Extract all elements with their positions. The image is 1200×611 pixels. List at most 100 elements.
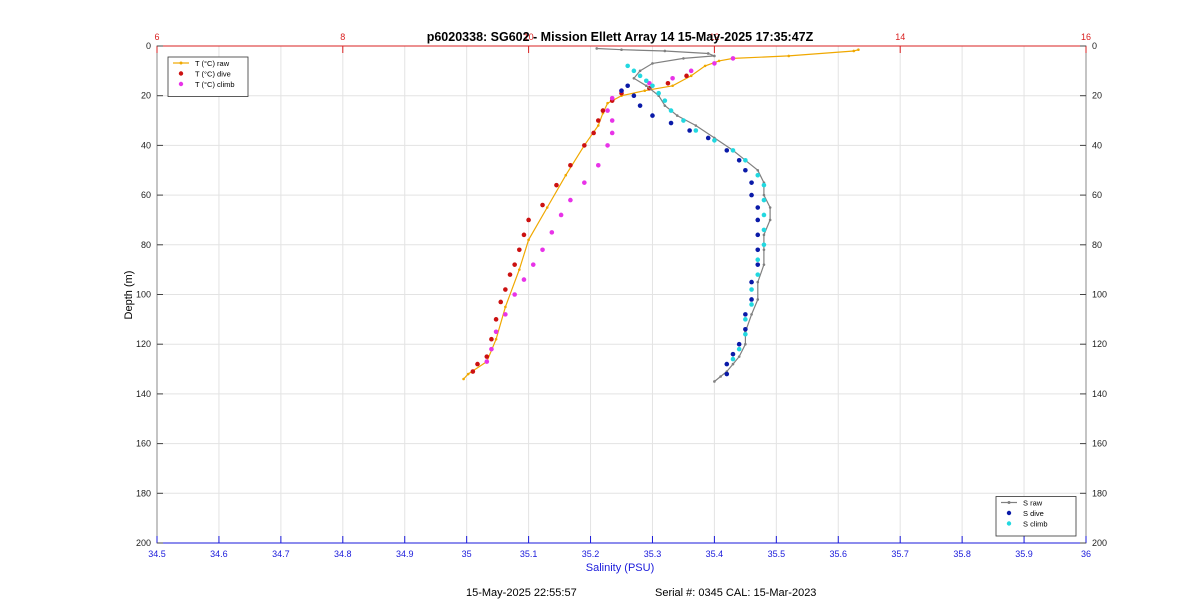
- data-point: [749, 297, 754, 302]
- data-point: [713, 380, 716, 383]
- data-point: [638, 69, 642, 73]
- data-point: [582, 180, 587, 185]
- footer-timestamp: 15-May-2025 22:55:57: [466, 587, 577, 599]
- data-point: [743, 167, 748, 173]
- data-point: [737, 355, 741, 358]
- data-point: [693, 128, 699, 133]
- data-point: [503, 287, 508, 292]
- y-right-tick-label: 0: [1092, 41, 1097, 51]
- data-point: [731, 362, 735, 366]
- data-point: [736, 158, 742, 163]
- data-point: [730, 351, 736, 357]
- data-point: [620, 48, 623, 52]
- data-point: [694, 124, 698, 127]
- data-point: [650, 113, 655, 118]
- data-point: [549, 230, 555, 235]
- data-point: [632, 77, 636, 80]
- data-point: [517, 247, 522, 253]
- data-point: [558, 212, 564, 218]
- data-point: [605, 108, 610, 113]
- data-point: [743, 326, 748, 332]
- data-point: [756, 298, 760, 301]
- data-point: [504, 305, 507, 309]
- x-bottom-tick-label: 35.1: [520, 549, 538, 559]
- data-point: [644, 84, 648, 88]
- data-point: [527, 238, 530, 242]
- data-point: [730, 56, 736, 61]
- data-point: [540, 247, 545, 253]
- y-right-tick-label: 100: [1092, 290, 1107, 300]
- data-point: [736, 341, 742, 347]
- data-point: [768, 218, 772, 222]
- data-point: [749, 192, 754, 198]
- x-axis-label: Salinity (PSU): [586, 562, 654, 574]
- data-point: [643, 89, 647, 93]
- x-top-tick-label: 16: [1081, 32, 1091, 42]
- data-point: [762, 193, 766, 197]
- y-left-tick-label: 100: [136, 290, 151, 300]
- data-point: [484, 359, 490, 364]
- y-left-tick-label: 160: [136, 439, 151, 449]
- data-point: [631, 68, 637, 74]
- series-t-c-raw: [462, 48, 860, 381]
- data-point: [489, 336, 494, 342]
- legend-entry-label: T (°C) raw: [195, 59, 230, 68]
- data-point: [755, 272, 761, 277]
- data-point: [852, 49, 856, 53]
- data-point: [540, 202, 545, 208]
- x-top-tick-label: 14: [895, 32, 905, 42]
- data-point: [507, 272, 513, 277]
- data-point: [530, 262, 536, 267]
- data-point: [724, 148, 730, 153]
- data-point: [749, 302, 754, 307]
- data-point: [755, 205, 761, 210]
- y-right-tick-label: 160: [1092, 439, 1107, 449]
- data-point: [637, 103, 643, 108]
- data-point: [755, 217, 761, 223]
- x-bottom-tick-label: 36: [1081, 549, 1091, 559]
- y-left-tick-label: 80: [141, 240, 151, 250]
- footer-serial: Serial #: 0345 CAL: 15-Mar-2023: [655, 587, 817, 599]
- data-point: [730, 148, 736, 153]
- x-bottom-tick-label: 35.3: [644, 549, 662, 559]
- data-point: [545, 206, 549, 209]
- data-point: [762, 248, 766, 252]
- data-point: [756, 280, 760, 284]
- data-point: [595, 47, 599, 50]
- legend-entry-label: T (°C) dive: [195, 70, 231, 79]
- y-left-tick-label: 0: [146, 41, 151, 51]
- data-point: [703, 64, 707, 68]
- legend-entry-label: T (°C) climb: [195, 80, 235, 89]
- data-point: [684, 73, 689, 79]
- y-left-tick-label: 40: [141, 140, 151, 150]
- x-bottom-tick-label: 35.8: [953, 549, 971, 559]
- data-point: [656, 90, 661, 96]
- data-point: [568, 197, 573, 203]
- data-point: [596, 124, 600, 127]
- data-point: [743, 158, 748, 163]
- data-point: [605, 143, 610, 148]
- data-point: [637, 73, 643, 79]
- data-point: [647, 80, 652, 86]
- data-point: [670, 76, 675, 81]
- data-point: [503, 312, 508, 317]
- x-bottom-tick-label: 35.9: [1015, 549, 1033, 559]
- legend-swatch-dot: [178, 81, 184, 87]
- x-top-tick-label: 8: [340, 32, 345, 42]
- data-point: [761, 242, 767, 248]
- data-point: [493, 317, 499, 322]
- x-bottom-tick-label: 34.5: [148, 549, 166, 559]
- data-point: [762, 263, 766, 266]
- y-right-tick-label: 140: [1092, 389, 1107, 399]
- data-point: [668, 120, 674, 126]
- data-point: [687, 128, 692, 133]
- y-left-tick-label: 140: [136, 389, 151, 399]
- x-bottom-tick-label: 35: [462, 549, 472, 559]
- data-point: [749, 180, 754, 185]
- data-point: [857, 48, 860, 52]
- data-point: [761, 227, 767, 233]
- data-point: [466, 372, 470, 376]
